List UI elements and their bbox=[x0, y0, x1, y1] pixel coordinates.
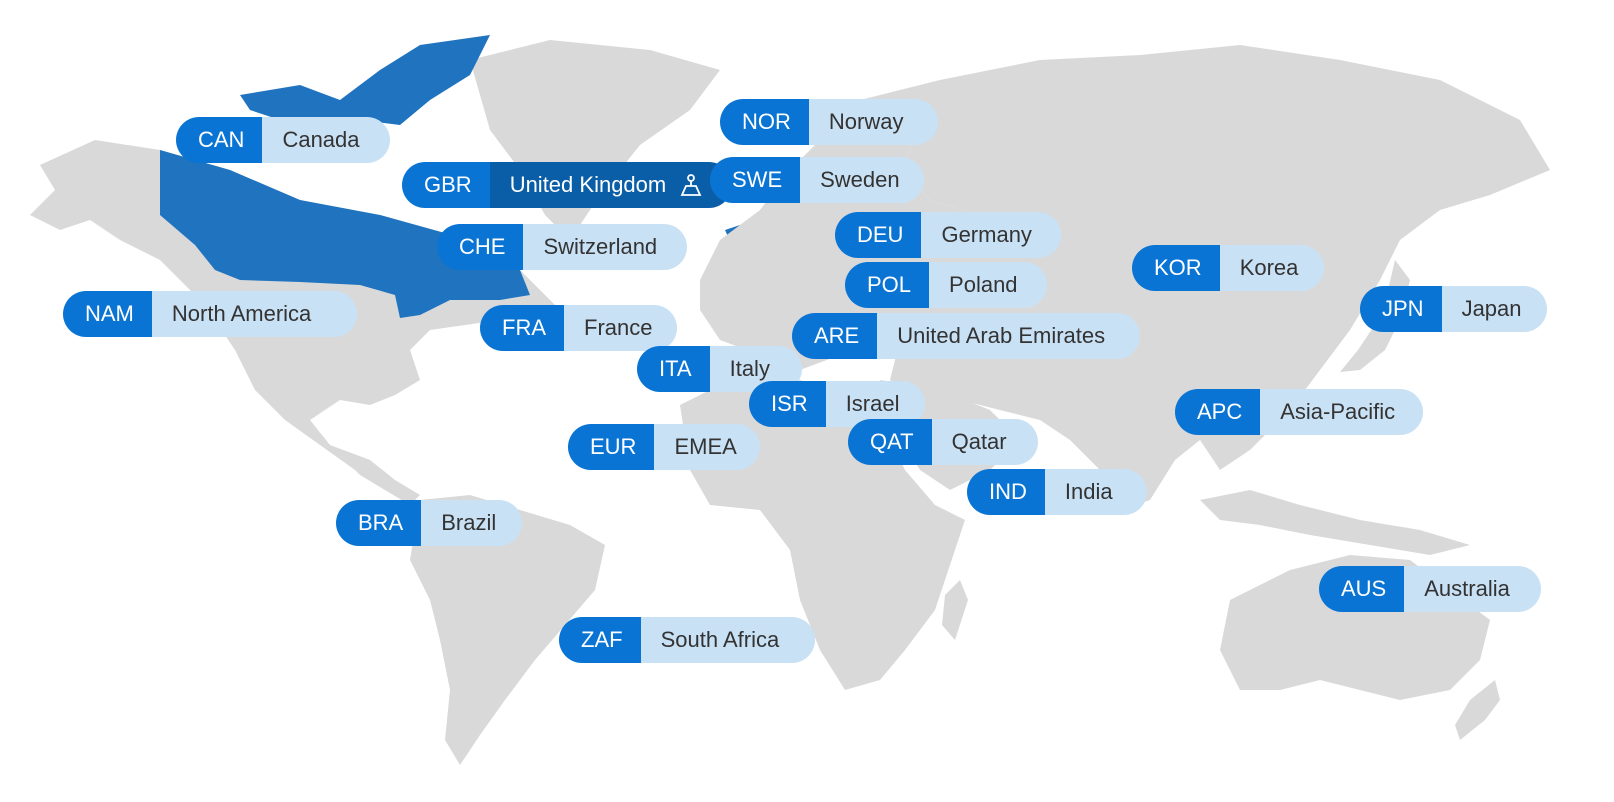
southeast-asia-islands bbox=[1200, 490, 1470, 555]
new-zealand-land bbox=[1455, 680, 1500, 740]
region-name: Australia bbox=[1404, 566, 1541, 612]
region-name: Sweden bbox=[800, 157, 924, 203]
region-code: NAM bbox=[63, 291, 152, 337]
region-code: EUR bbox=[568, 424, 655, 470]
region-pill-pol[interactable]: POL Poland bbox=[845, 262, 1047, 308]
region-code: CAN bbox=[176, 117, 263, 163]
region-code: POL bbox=[845, 262, 930, 308]
greenland-land bbox=[470, 40, 720, 240]
region-code: IND bbox=[967, 469, 1045, 515]
region-code: ITA bbox=[637, 346, 710, 392]
region-pill-deu[interactable]: DEU Germany bbox=[835, 212, 1061, 258]
region-pill-bra[interactable]: BRA Brazil bbox=[336, 500, 522, 546]
region-name: Asia-Pacific bbox=[1260, 389, 1423, 435]
region-pill-ita[interactable]: ITA Italy bbox=[637, 346, 802, 392]
region-pill-ind[interactable]: IND India bbox=[967, 469, 1147, 515]
region-pill-qat[interactable]: QAT Qatar bbox=[848, 419, 1038, 465]
region-name: Japan bbox=[1441, 286, 1547, 332]
region-name: India bbox=[1044, 469, 1147, 515]
region-name: Germany bbox=[921, 212, 1061, 258]
region-name-wrap: United Kingdom bbox=[489, 162, 732, 208]
south-america-land bbox=[410, 495, 605, 765]
region-pill-aus[interactable]: AUS Australia bbox=[1319, 566, 1541, 612]
region-name: South Africa bbox=[640, 617, 815, 663]
region-name: Switzerland bbox=[523, 224, 687, 270]
region-code: JPN bbox=[1360, 286, 1442, 332]
region-name: EMEA bbox=[654, 424, 760, 470]
region-pill-gbr[interactable]: GBR United Kingdom bbox=[402, 162, 732, 208]
headquarters-icon bbox=[680, 173, 702, 197]
region-code: SWE bbox=[710, 157, 801, 203]
region-code: KOR bbox=[1132, 245, 1220, 291]
region-name: Poland bbox=[929, 262, 1047, 308]
region-code: QAT bbox=[848, 419, 932, 465]
region-code: ZAF bbox=[559, 617, 641, 663]
region-name: Qatar bbox=[931, 419, 1038, 465]
region-pill-eur[interactable]: EUR EMEA bbox=[568, 424, 760, 470]
region-pill-fra[interactable]: FRA France bbox=[480, 305, 677, 351]
region-code: CHE bbox=[437, 224, 524, 270]
region-pill-can[interactable]: CAN Canada bbox=[176, 117, 390, 163]
central-america-land bbox=[330, 445, 420, 505]
region-code: APC bbox=[1175, 389, 1261, 435]
region-code: FRA bbox=[480, 305, 564, 351]
region-name: Korea bbox=[1219, 245, 1324, 291]
region-pill-nam[interactable]: NAM North America bbox=[63, 291, 357, 337]
region-code: AUS bbox=[1319, 566, 1405, 612]
region-code: ARE bbox=[792, 313, 878, 359]
region-pill-apc[interactable]: APC Asia-Pacific bbox=[1175, 389, 1423, 435]
region-code: DEU bbox=[835, 212, 922, 258]
region-name: Brazil bbox=[421, 500, 522, 546]
region-pill-che[interactable]: CHE Switzerland bbox=[437, 224, 687, 270]
region-code: ISR bbox=[749, 381, 826, 427]
region-pill-kor[interactable]: KOR Korea bbox=[1132, 245, 1324, 291]
region-name: United Arab Emirates bbox=[877, 313, 1140, 359]
canada-arctic-islands bbox=[240, 35, 490, 135]
region-code: NOR bbox=[720, 99, 809, 145]
canada-highlight bbox=[160, 150, 530, 318]
region-pill-nor[interactable]: NOR Norway bbox=[720, 99, 938, 145]
region-code: GBR bbox=[402, 162, 490, 208]
region-pill-are[interactable]: ARE United Arab Emirates bbox=[792, 313, 1140, 359]
region-name: United Kingdom bbox=[509, 172, 667, 197]
region-pill-zaf[interactable]: ZAF South Africa bbox=[559, 617, 815, 663]
madagascar-land bbox=[942, 580, 968, 640]
region-pill-jpn[interactable]: JPN Japan bbox=[1360, 286, 1547, 332]
region-name: North America bbox=[151, 291, 357, 337]
region-code: BRA bbox=[336, 500, 422, 546]
region-name: Canada bbox=[262, 117, 390, 163]
region-name: France bbox=[564, 305, 677, 351]
region-name: Norway bbox=[808, 99, 938, 145]
region-pill-swe[interactable]: SWE Sweden bbox=[710, 157, 924, 203]
